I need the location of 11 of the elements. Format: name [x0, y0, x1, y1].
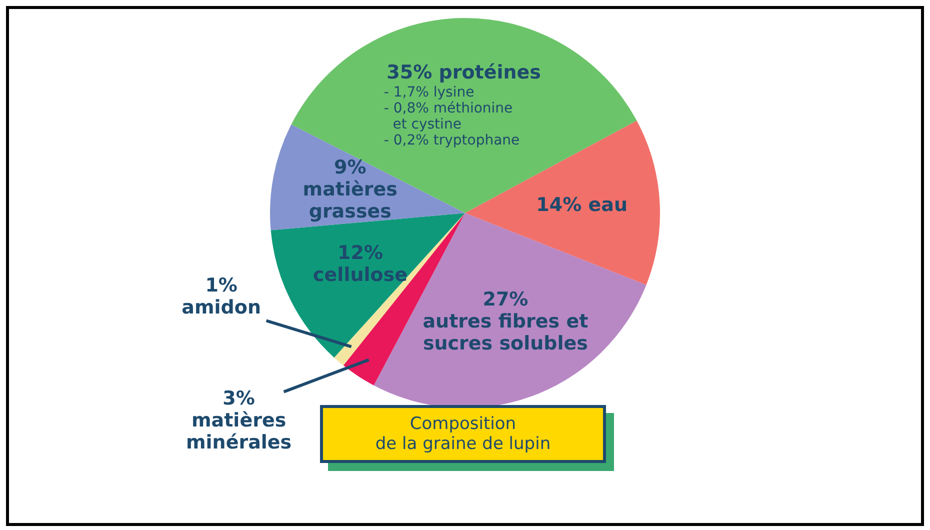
slice-label: 1% amidon — [182, 274, 261, 319]
text: - 1,7% lysine — [384, 84, 474, 100]
text: - 0,2% tryptophane — [384, 132, 520, 148]
text: Composition de la graine de lupin — [320, 405, 606, 463]
text: - 0,8% méthionine et cystine — [384, 100, 513, 132]
slice-label: 14% eau — [536, 194, 628, 216]
slice-label: 12% cellulose — [313, 242, 408, 286]
slice-label: 3% matières minérales — [186, 388, 292, 454]
slice-label: 35% protéines — [386, 62, 541, 84]
slice-label: 27% autres fibres et sucres solubles — [422, 288, 588, 355]
slice-label: 9% matières grasses — [302, 156, 398, 223]
